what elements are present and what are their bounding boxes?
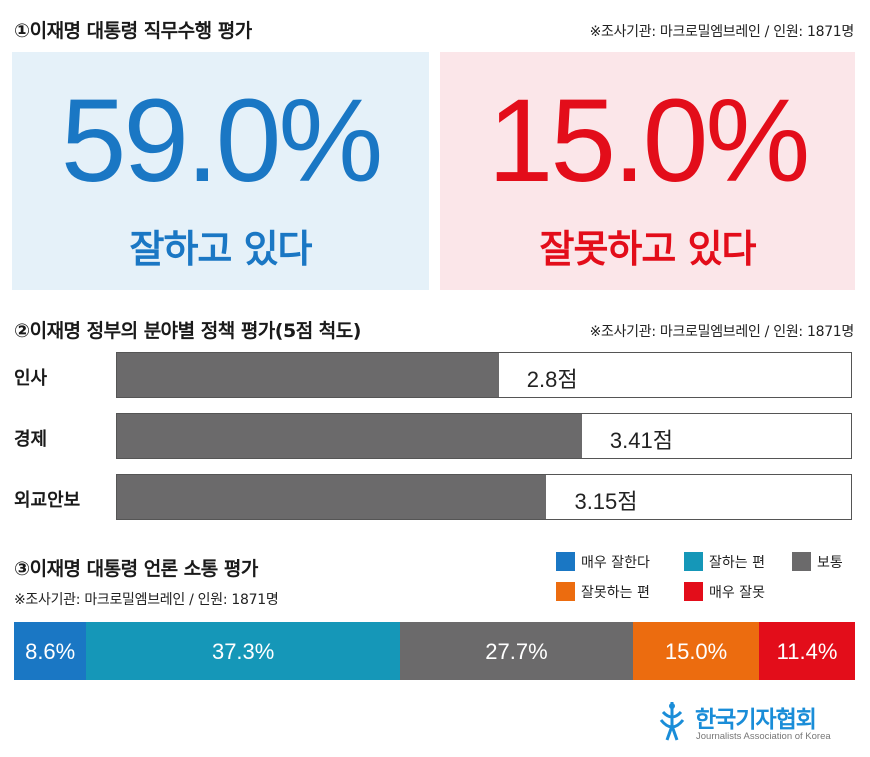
legend-label: 매우 잘못 — [709, 585, 765, 601]
category-label: 경제 — [14, 429, 48, 450]
section3-source: ※조사기관: 마크로밀엠브레인 / 인원: 1871명 — [14, 592, 279, 608]
legend-label: 잘못하는 편 — [581, 585, 650, 601]
section2-source: ※조사기관: 마크로밀엠브레인 / 인원: 1871명 — [589, 324, 855, 340]
approval-panel: 59.0% 잘하고 있다 — [12, 52, 429, 290]
legend-item: 매우 잘못 — [684, 582, 765, 602]
stacked-bar-chart: 8.6% 37.3% 27.7% 15.0% 11.4% — [14, 622, 855, 680]
disapproval-panel: 15.0% 잘못하고 있다 — [440, 52, 855, 290]
logo: 한국기자협회 Journalists Association of Korea — [655, 700, 855, 745]
section2-title: ②이재명 정부의 분야별 정책 평가(5점 척도) — [14, 320, 361, 342]
legend-item: 보통 — [792, 552, 843, 572]
segment-value-label: 37.3% — [211, 639, 275, 664]
disapproval-label: 잘못하고 있다 — [539, 227, 757, 271]
section3-title: ③이재명 대통령 언론 소통 평가 — [14, 558, 258, 580]
pen-nib-logo-icon — [659, 702, 685, 741]
legend-label: 잘하는 편 — [709, 555, 765, 571]
stack-segment: 27.7% — [400, 622, 633, 680]
legend-label: 보통 — [817, 555, 843, 571]
bar-value-label: 2.8점 — [526, 367, 578, 392]
segment-value-label: 15.0% — [664, 639, 728, 664]
bar — [117, 414, 582, 458]
stack-segment: 11.4% — [759, 622, 855, 680]
logo-subtitle: Journalists Association of Korea — [696, 731, 831, 742]
stack-segment: 37.3% — [86, 622, 400, 680]
approval-value: 59.0% — [60, 75, 384, 207]
legend-item: 잘하는 편 — [684, 552, 765, 572]
category-label: 외교안보 — [14, 490, 81, 511]
bar-track: 3.15점 — [116, 474, 852, 520]
legend-item: 잘못하는 편 — [556, 582, 650, 602]
legend-swatch — [684, 552, 703, 571]
bar — [117, 475, 547, 519]
bar — [117, 353, 499, 397]
segment-value-label: 27.7% — [485, 639, 548, 664]
stack-segment: 8.6% — [14, 622, 87, 680]
bar-track: 2.8점 — [116, 352, 852, 398]
legend-item: 매우 잘한다 — [556, 552, 650, 572]
legend-swatch — [684, 582, 703, 601]
section1-title: ①이재명 대통령 직무수행 평가 — [14, 20, 252, 42]
section1-source: ※조사기관: 마크로밀엠브레인 / 인원: 1871명 — [589, 24, 855, 40]
legend-swatch — [556, 582, 575, 601]
legend-label: 매우 잘한다 — [581, 555, 650, 571]
logo-name: 한국기자협회 — [695, 707, 817, 733]
approval-label: 잘하고 있다 — [129, 227, 312, 271]
disapproval-value: 15.0% — [487, 75, 811, 207]
bar-value-label: 3.41점 — [609, 428, 673, 453]
bar-value-label: 3.15점 — [574, 489, 638, 514]
legend-swatch — [556, 552, 575, 571]
legend-swatch — [792, 552, 811, 571]
category-label: 인사 — [14, 368, 48, 389]
bar-track: 3.41점 — [116, 413, 852, 459]
segment-value-label: 11.4% — [776, 639, 838, 664]
stack-segment: 15.0% — [632, 622, 760, 680]
segment-value-label: 8.6% — [25, 639, 76, 664]
